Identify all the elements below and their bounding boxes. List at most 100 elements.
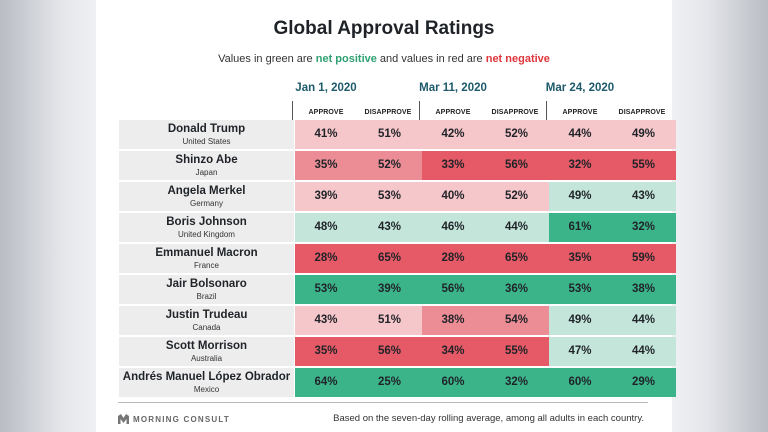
approve-value-cell: 39% (295, 182, 357, 211)
approve-value-cell: 60% (549, 368, 611, 397)
row-label: Andrés Manuel López Obrador Mexico (119, 368, 294, 397)
disapprove-value-cell: 65% (484, 244, 549, 273)
row-label: Boris Johnson United Kingdom (119, 213, 294, 242)
period-header: Jan 1, 2020 (295, 82, 357, 94)
disapprove-value-cell: 44% (484, 213, 549, 242)
disapprove-value-cell: 51% (357, 306, 422, 335)
disapprove-value-cell: 65% (357, 244, 422, 273)
logo-text: MORNING CONSULT (133, 414, 230, 424)
disapprove-value-cell: 29% (611, 368, 676, 397)
period-header: Mar 11, 2020 (419, 82, 487, 94)
disapprove-value-cell: 55% (484, 337, 549, 366)
leader-name: Jair Bolsonaro (166, 278, 247, 290)
morning-consult-logo: MORNING CONSULT (118, 413, 230, 425)
disapprove-column-header: DISAPPROVE (491, 109, 539, 116)
approve-value-cell: 60% (422, 368, 484, 397)
approve-value-cell: 49% (549, 306, 611, 335)
approve-value-cell: 61% (549, 213, 611, 242)
disapprove-value-cell: 32% (611, 213, 676, 242)
disapprove-value-cell: 56% (484, 151, 549, 180)
disapprove-value-cell: 53% (357, 182, 422, 211)
leader-name: Boris Johnson (166, 216, 247, 228)
row-label: Scott Morrison Australia (119, 337, 294, 366)
ratings-card: Global Approval Ratings Values in green … (96, 0, 676, 432)
approve-column-header: APPROVE (435, 109, 471, 116)
disapprove-value-cell: 36% (484, 275, 549, 304)
approve-value-cell: 28% (295, 244, 357, 273)
disapprove-value-cell: 39% (357, 275, 422, 304)
row-label: Angela Merkel Germany (119, 182, 294, 211)
approve-value-cell: 53% (549, 275, 611, 304)
approve-value-cell: 28% (422, 244, 484, 273)
period-divider (292, 101, 293, 121)
approve-value-cell: 48% (295, 213, 357, 242)
approve-value-cell: 38% (422, 306, 484, 335)
disapprove-column-header: DISAPPROVE (364, 109, 412, 116)
country-name: United States (182, 137, 231, 146)
country-name: Germany (190, 199, 223, 208)
country-name: Canada (192, 323, 221, 332)
disapprove-value-cell: 44% (611, 337, 676, 366)
country-name: Brazil (196, 292, 217, 301)
leader-name: Emmanuel Macron (155, 247, 258, 259)
approve-value-cell: 41% (295, 120, 357, 149)
disapprove-value-cell: 49% (611, 120, 676, 149)
row-label: Donald Trump United States (119, 120, 294, 149)
approve-value-cell: 35% (295, 337, 357, 366)
disapprove-value-cell: 38% (611, 275, 676, 304)
footer-divider (118, 402, 648, 403)
period-header: Mar 24, 2020 (545, 82, 615, 94)
approve-value-cell: 35% (549, 244, 611, 273)
approve-value-cell: 40% (422, 182, 484, 211)
subtitle-positive: net positive (315, 53, 377, 65)
approve-value-cell: 64% (295, 368, 357, 397)
subtitle-middle: and values in red are (376, 53, 486, 65)
approve-column-header: APPROVE (308, 109, 344, 116)
disapprove-value-cell: 51% (357, 120, 422, 149)
disapprove-column-header: DISAPPROVE (618, 109, 666, 116)
approve-value-cell: 32% (549, 151, 611, 180)
approve-value-cell: 47% (549, 337, 611, 366)
country-name: Japan (195, 168, 218, 177)
leader-name: Andrés Manuel López Obrador (122, 371, 291, 383)
country-name: Australia (190, 354, 223, 363)
approve-value-cell: 42% (422, 120, 484, 149)
country-name: France (194, 261, 219, 270)
disapprove-value-cell: 52% (484, 120, 549, 149)
subtitle-prefix: Values in green are (218, 53, 316, 65)
approve-column-header: APPROVE (562, 109, 598, 116)
approve-value-cell: 49% (549, 182, 611, 211)
footer-note: Based on the seven-day rolling average, … (333, 413, 644, 424)
disapprove-value-cell: 56% (357, 337, 422, 366)
subtitle-negative: net negative (485, 53, 550, 65)
approve-value-cell: 35% (295, 151, 357, 180)
row-label: Jair Bolsonaro Brazil (119, 275, 294, 304)
chart-title: Global Approval Ratings (273, 18, 495, 39)
approve-value-cell: 34% (422, 337, 484, 366)
row-label: Shinzo Abe Japan (119, 151, 294, 180)
leader-name: Angela Merkel (167, 185, 246, 197)
disapprove-value-cell: 44% (611, 306, 676, 335)
morning-consult-logo-icon (118, 414, 129, 424)
disapprove-value-cell: 59% (611, 244, 676, 273)
country-name: Mexico (193, 385, 220, 394)
approve-value-cell: 33% (422, 151, 484, 180)
disapprove-value-cell: 55% (611, 151, 676, 180)
period-divider (546, 101, 547, 121)
approve-value-cell: 43% (295, 306, 357, 335)
approve-value-cell: 56% (422, 275, 484, 304)
disapprove-value-cell: 43% (611, 182, 676, 211)
approve-value-cell: 44% (549, 120, 611, 149)
disapprove-value-cell: 32% (484, 368, 549, 397)
disapprove-value-cell: 43% (357, 213, 422, 242)
chart-subtitle: Values in green are net positive and val… (96, 53, 672, 65)
approve-value-cell: 46% (422, 213, 484, 242)
disapprove-value-cell: 54% (484, 306, 549, 335)
approve-value-cell: 53% (295, 275, 357, 304)
leader-name: Shinzo Abe (175, 154, 238, 166)
disapprove-value-cell: 52% (484, 182, 549, 211)
leader-name: Scott Morrison (165, 340, 248, 352)
disapprove-value-cell: 25% (357, 368, 422, 397)
country-name: United Kingdom (178, 230, 235, 239)
period-divider (419, 101, 420, 121)
